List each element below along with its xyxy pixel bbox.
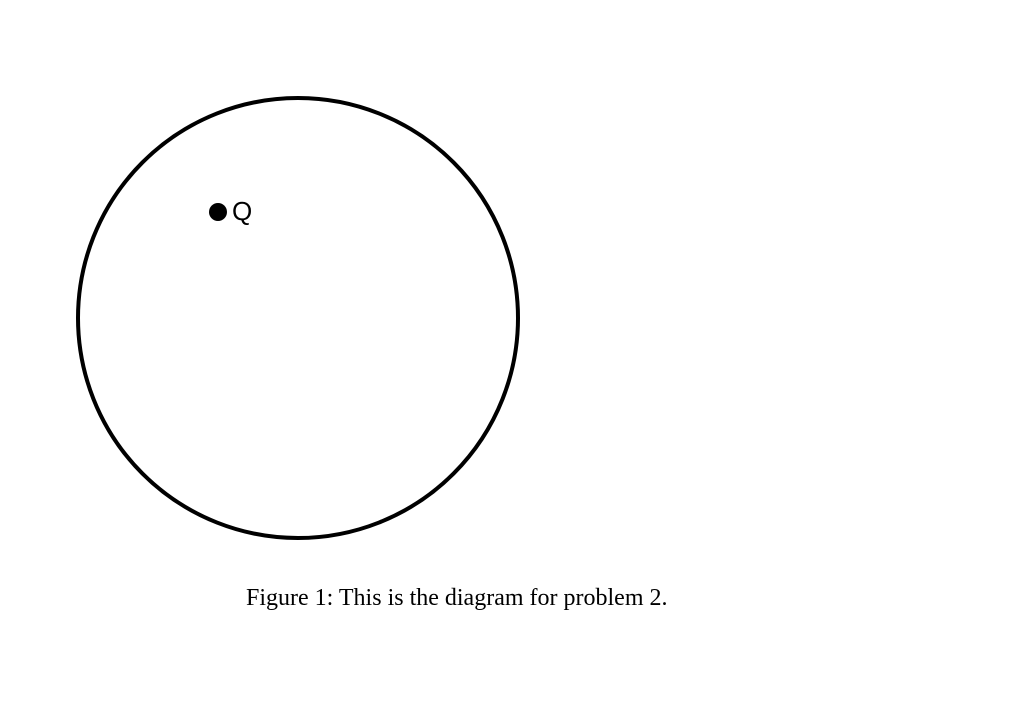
main-circle — [76, 96, 520, 540]
point-q-dot — [209, 203, 227, 221]
point-q-label: Q — [232, 196, 252, 227]
figure-caption: Figure 1: This is the diagram for proble… — [246, 585, 668, 612]
figure-diagram: Q Figure 1: This is the diagram for prob… — [0, 0, 1016, 708]
